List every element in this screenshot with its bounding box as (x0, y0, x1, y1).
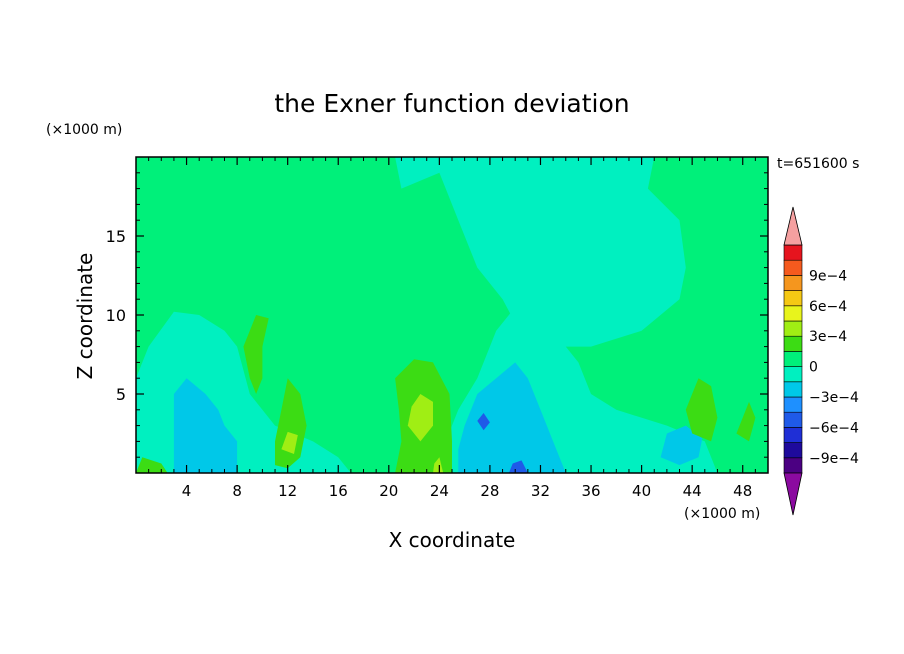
field-region-yellow-mid-b (433, 457, 444, 473)
field-region-yellow-left-spot (281, 431, 298, 454)
colorbar-segment (783, 320, 803, 337)
colorbar-segment (783, 351, 803, 367)
time-label: t=651600 s (777, 156, 859, 172)
x-tick-label: 36 (581, 482, 600, 500)
x-tick-label: 20 (379, 482, 398, 500)
colorbar-tick-label: 3e−4 (809, 329, 847, 345)
colorbar (783, 206, 803, 516)
colorbar-segment (783, 305, 803, 322)
field-region-center-blue-spot-2 (508, 460, 528, 473)
colorbar-tick-label: 6e−4 (809, 299, 847, 315)
colorbar-segment (783, 244, 803, 261)
colorbar-segment (783, 275, 803, 291)
field-region-yellowgreen-bottom-left (136, 457, 168, 473)
y-tick-label: 15 (106, 227, 126, 246)
field-region-upper-central-negative (395, 157, 686, 347)
colorbar-segment (783, 457, 803, 474)
field-region-yellowgreen-left-a (243, 315, 269, 394)
y-axis-label: Z coordinate (73, 253, 97, 380)
colorbar-tick-label: 0 (809, 360, 818, 376)
colorbar-segment (783, 442, 803, 459)
field-layer (136, 157, 768, 473)
x-unit-label: (×1000 m) (684, 506, 760, 522)
field-region-yellowgreen-far-right (736, 401, 756, 442)
colorbar-segment (783, 411, 803, 428)
colorbar-segment (783, 427, 803, 443)
x-tick-label: 12 (278, 482, 297, 500)
x-axis-label: X coordinate (389, 528, 516, 552)
colorbar-segment (783, 381, 803, 398)
x-tick-label: 28 (480, 482, 499, 500)
x-tick-label: 4 (182, 482, 192, 500)
colorbar-segment (783, 259, 803, 276)
x-tick-label: 40 (632, 482, 651, 500)
field-region-left-lower-cyan (173, 378, 238, 473)
colorbar-tick-label: −3e−4 (809, 390, 859, 406)
x-tick-label: 8 (232, 482, 242, 500)
colorbar-segment (783, 335, 803, 352)
y-tick-label: 5 (116, 385, 126, 404)
colorbar-tick-label: −9e−4 (809, 451, 859, 467)
colorbar-segment (783, 396, 803, 413)
y-unit-label: (×1000 m) (46, 122, 122, 138)
colorbar-segment (783, 290, 803, 307)
x-tick-label: 16 (329, 482, 348, 500)
x-tick-label: 24 (430, 482, 449, 500)
colorbar-segment (783, 366, 803, 383)
field-region-center-lower-cyan (458, 362, 566, 473)
y-tick-label: 10 (106, 306, 126, 325)
field-region-yellowgreen-right (685, 378, 718, 442)
x-tick-label: 48 (733, 482, 752, 500)
chart-title: the Exner function deviation (274, 89, 629, 118)
colorbar-under-triangle (783, 472, 803, 516)
x-tick-label: 32 (531, 482, 550, 500)
field-region-right-lower-cyan (660, 425, 703, 466)
field-region-yellow-mid-a (407, 394, 433, 442)
colorbar-tick-label: −6e−4 (809, 420, 859, 436)
colorbar-tick-label: 9e−4 (809, 268, 847, 284)
field-region-center-blue-spot-1 (477, 413, 490, 431)
x-tick-label: 44 (683, 482, 702, 500)
colorbar-over-triangle (783, 206, 803, 246)
